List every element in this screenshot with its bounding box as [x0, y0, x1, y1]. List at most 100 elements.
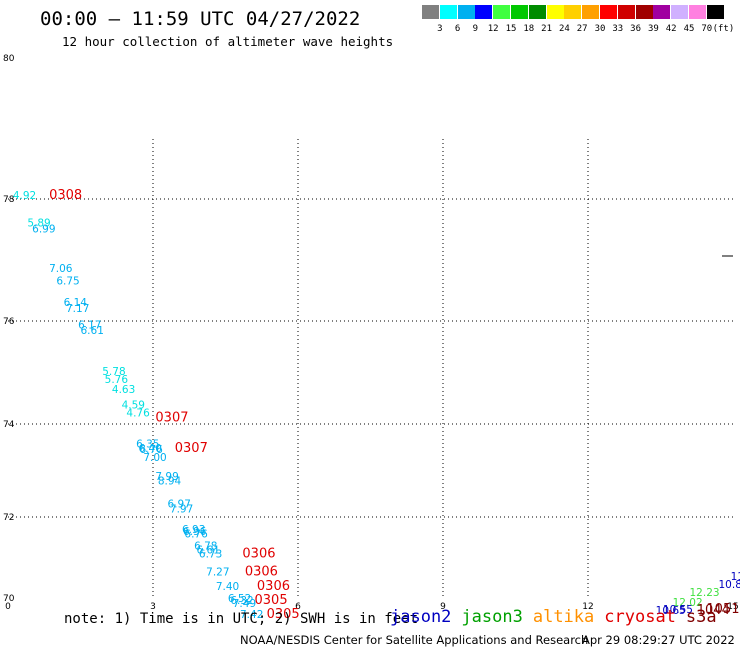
- colorbar-swatch: [493, 5, 511, 19]
- pass-time-label: 0306: [257, 579, 290, 594]
- lon-tick-label: 3: [150, 602, 156, 612]
- lat-tick-label: 70: [3, 594, 15, 604]
- colorbar-tick-label: 24: [558, 24, 570, 34]
- legend-item-cryosat: cryosat: [604, 607, 676, 627]
- swh-value-label: 7.06: [49, 263, 73, 275]
- credit-text: NOAA/NESDIS Center for Satellite Applica…: [240, 633, 589, 647]
- swh-value-label: 7.49: [233, 598, 256, 610]
- map-subtitle: 12 hour collection of altimeter wave hei…: [62, 34, 394, 49]
- lon-tick-label: 15: [727, 602, 738, 612]
- swh-value-label: 5.78: [102, 366, 125, 378]
- swh-value-label: 10.88: [719, 579, 740, 591]
- swh-value-label: 6.78: [194, 540, 217, 552]
- colorbar-swatch: [582, 5, 600, 19]
- swh-value-label: 6.99: [32, 224, 55, 236]
- swh-value-label: 7.97: [170, 503, 193, 515]
- pass-time-label: 1044: [697, 603, 730, 618]
- swh-value-label: 6.76: [139, 444, 163, 456]
- lon-tick-label: 9: [440, 602, 446, 612]
- swh-value-label: 7.40: [216, 581, 239, 593]
- map-title: 00:00 – 11:59 UTC 04/27/2022: [40, 8, 361, 30]
- swh-value-label: 6.32: [230, 595, 253, 607]
- swh-value-label: 7.17: [66, 303, 89, 315]
- colorbar-swatch: [439, 5, 457, 19]
- swh-value-label: 6.96: [183, 526, 207, 538]
- pass-time-label: 1051: [706, 602, 739, 617]
- colorbar-tick-label: 33: [612, 24, 624, 34]
- graticule: [8, 139, 733, 598]
- colorbar-swatch: [528, 5, 546, 19]
- colorbar-tick-label: 42: [665, 24, 677, 34]
- satellite-legend: jason2 jason3 altika cryosat s3a: [390, 607, 727, 627]
- swh-value-label: 7.42: [240, 609, 263, 621]
- swh-value-label: 12.23: [690, 587, 720, 599]
- lat-tick-label: 76: [3, 317, 15, 327]
- colorbar-swatch: [706, 5, 724, 19]
- pass-time-label: 0308: [49, 188, 82, 203]
- swh-value-label: 4.92: [13, 190, 36, 202]
- colorbar-swatch: [546, 5, 564, 19]
- colorbar-swatch: [635, 5, 653, 19]
- swh-value-label: 6.93: [182, 524, 205, 536]
- colorbar-swatch: [475, 5, 493, 19]
- colorbar-swatch: [457, 5, 475, 19]
- swh-value-label: 6.52: [228, 593, 251, 605]
- colorbar-tick-label: 45: [683, 24, 695, 34]
- axis-labels: 0 3 6 9 12 15 70 72 74 76 78 80: [3, 54, 739, 612]
- lon-tick-label: 6: [295, 602, 301, 612]
- colorbar-swatch: [653, 5, 671, 19]
- swh-value-label: 4.63: [112, 384, 135, 396]
- swh-value-label: 4.76: [126, 407, 150, 419]
- units-note: note: 1) Time is in UTC; 2) SWH is in fe…: [64, 611, 419, 627]
- lat-tick-label: 74: [3, 420, 15, 430]
- colorbar-tick-label: 27: [576, 24, 588, 34]
- legend-item-jason3: jason3: [461, 607, 523, 627]
- swh-value-label: 6.76: [184, 528, 208, 540]
- swh-value-label: 5.76: [105, 374, 129, 386]
- swh-value-label: 12.02: [673, 597, 703, 609]
- colorbar-tick-label: 70: [701, 24, 713, 34]
- generated-timestamp: Apr 29 08:29:27 UTC 2022: [582, 633, 735, 647]
- swh-value-label: 11.4: [731, 571, 740, 583]
- colorbar-swatch: [511, 5, 528, 19]
- swh-labels: 4.925.896.997.066.756.147.176.176.615.78…: [13, 190, 740, 621]
- pass-time-label: 0305: [255, 593, 288, 608]
- colorbar-tick-label: 15: [505, 24, 517, 34]
- colorbar-tick-label: 6: [454, 24, 461, 34]
- swh-value-label: 6.40: [139, 443, 162, 455]
- colorbar-tick-label: 21: [541, 24, 553, 34]
- legend-item-jason2: jason2: [390, 607, 452, 627]
- swh-value-label: 6.97: [168, 499, 191, 511]
- colorbar-swatch: [564, 5, 582, 19]
- swh-value-label: 6.17: [78, 320, 101, 332]
- swh-value-label: 4.59: [122, 400, 145, 412]
- colorbar-swatch: [671, 5, 689, 19]
- swh-value-label: 6.75: [56, 275, 79, 287]
- swh-value-label: 10.55: [663, 604, 693, 616]
- swh-value-label: 8.94: [158, 475, 182, 487]
- swh-value-label: 10.65: [656, 605, 686, 617]
- colorbar-swatch: [617, 5, 635, 19]
- colorbar-tick-label: 9: [472, 24, 479, 34]
- lat-tick-label: 78: [3, 195, 15, 205]
- swh-value-label: 6.14: [64, 297, 88, 309]
- pass-time-label: 0307: [155, 410, 188, 425]
- colorbar-tick-label: 36: [630, 24, 642, 34]
- colorbar-swatch: [689, 5, 706, 19]
- lon-tick-label: 0: [5, 602, 11, 612]
- colorbar-unit: (ft): [712, 24, 735, 34]
- colorbar-tick-label: 18: [523, 24, 535, 34]
- swh-value-label: 6.35: [136, 438, 159, 450]
- pass-time-label: 0307: [175, 441, 208, 456]
- swh-value-label: 6.61: [197, 544, 220, 556]
- colorbar-tick-label: 39: [647, 24, 659, 34]
- lat-tick-label: 72: [3, 513, 14, 523]
- colorbar-tick-label: 3: [437, 24, 443, 34]
- swh-value-label: 7.00: [143, 452, 166, 464]
- swh-value-label: 7.99: [155, 471, 178, 483]
- swh-value-label: 6.61: [81, 325, 104, 337]
- colorbar-swatch: [422, 5, 439, 19]
- lon-tick-label: 12: [582, 602, 593, 612]
